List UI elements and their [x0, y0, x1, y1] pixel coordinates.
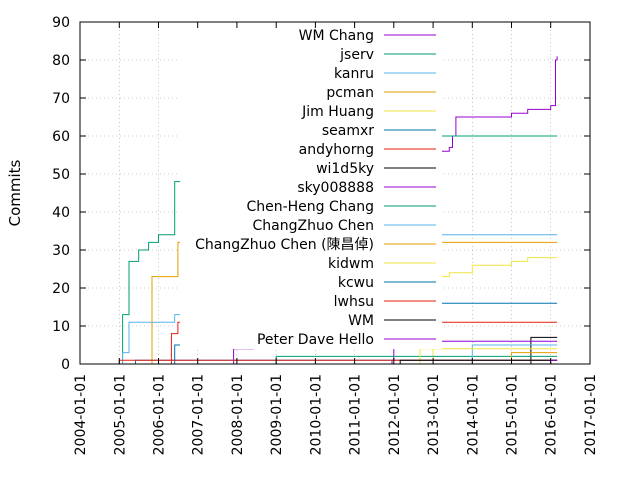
x-tick-label: 2011-01-01	[348, 374, 364, 455]
x-tick-label: 2012-01-01	[387, 374, 403, 455]
x-tick-label: 2008-01-01	[230, 374, 246, 455]
legend-bg	[180, 102, 442, 121]
legend-bg	[180, 311, 442, 330]
legend-bg	[180, 216, 442, 235]
y-tick-label: 60	[52, 129, 70, 145]
legend-label-7: wi1d5ky	[316, 161, 374, 177]
legend-label-11: ChangZhuo Chen (陳昌倬)	[195, 236, 374, 253]
x-tick-label: 2014-01-01	[465, 374, 481, 455]
legend-bg	[180, 273, 442, 292]
legend-bg	[180, 45, 442, 64]
legend-bg	[180, 64, 442, 83]
y-tick-label: 20	[52, 281, 70, 297]
legend-label-9: Chen-Heng Chang	[246, 199, 374, 215]
legend-bg	[180, 26, 442, 45]
legend-label-5: seamxr	[322, 123, 374, 139]
y-tick-label: 0	[61, 357, 70, 373]
legend-label-1: jserv	[339, 47, 374, 63]
y-tick-label: 90	[52, 15, 70, 31]
legend-bg	[180, 254, 442, 273]
legend-bg	[180, 83, 442, 102]
y-tick-label: 10	[52, 319, 70, 335]
legend-label-10: ChangZhuo Chen	[253, 218, 374, 234]
legend-label-8: sky008888	[297, 180, 374, 196]
x-tick-label: 2015-01-01	[504, 374, 520, 455]
legend-label-3: pcman	[326, 85, 374, 101]
legend-bg	[180, 292, 442, 311]
legend-bg	[180, 197, 442, 216]
x-tick-label: 2007-01-01	[191, 374, 207, 455]
series-line-11	[488, 352, 558, 365]
legend-label-13: kcwu	[338, 275, 374, 291]
y-tick-label: 40	[52, 205, 70, 221]
x-tick-label: 2017-01-01	[583, 374, 599, 455]
x-tick-label: 2005-01-01	[112, 374, 128, 455]
x-tick-label: 2013-01-01	[426, 374, 442, 455]
x-tick-label: 2004-01-01	[73, 374, 89, 455]
plot-area-border	[79, 21, 591, 365]
legend-bg	[180, 140, 442, 159]
legend-label-14: lwhsu	[334, 294, 374, 310]
legend-bg	[180, 330, 442, 349]
legend-label-0: WM Chang	[299, 28, 374, 44]
series-line-14	[96, 359, 558, 365]
legend-label-16: Peter Dave Hello	[257, 332, 374, 348]
legend-label-12: kidwm	[328, 256, 374, 272]
series-line-15	[393, 359, 558, 365]
chart-axes: 0 10 20 30 40 50 60 70 80 90 2004-01-01 2005-01-01 2…	[52, 15, 599, 455]
legend-bg	[180, 178, 442, 197]
legend-label-6: andyhorng	[299, 142, 374, 158]
y-tick-label: 50	[52, 167, 70, 183]
legend-label-15: WM	[348, 313, 374, 329]
series-line-13	[119, 359, 558, 365]
legend-bg	[180, 159, 442, 178]
y-tick-label: 70	[52, 91, 70, 107]
y-tick-label: 30	[52, 243, 70, 259]
legend-bg	[180, 235, 442, 254]
series-line-10	[452, 344, 558, 365]
x-tick-label: 2006-01-01	[152, 374, 168, 455]
x-tick-label: 2009-01-01	[269, 374, 285, 455]
legend-label-2: kanru	[334, 66, 374, 82]
x-tick-label: 2010-01-01	[308, 374, 324, 455]
x-tick-label: 2016-01-01	[544, 374, 560, 455]
legend-bg	[180, 121, 442, 140]
y-tick-label: 80	[52, 53, 70, 69]
legend-label-4: Jim Huang	[301, 104, 374, 120]
series-line-16	[527, 359, 558, 365]
chart-legend: WM Chang jserv kanru pcman Jim Huang seamxr an…	[180, 26, 442, 349]
y-axis-title: Commits	[6, 159, 24, 226]
